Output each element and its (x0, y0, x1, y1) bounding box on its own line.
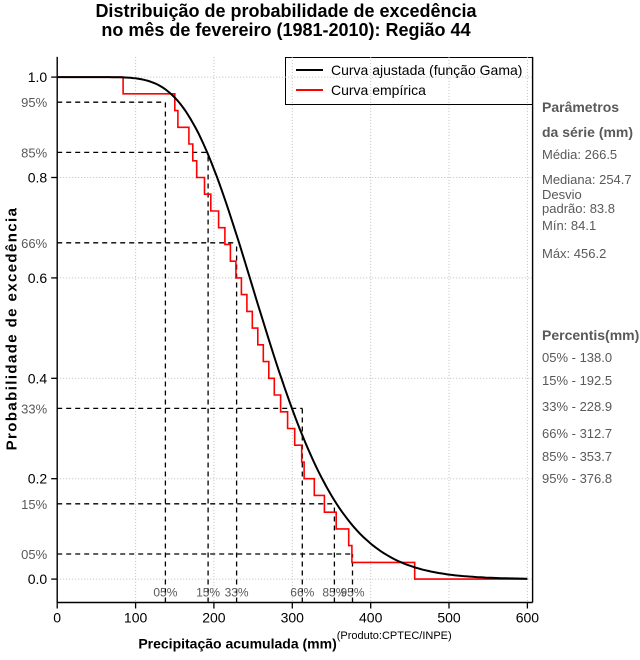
svg-text:33%: 33% (21, 401, 47, 416)
svg-text:200: 200 (202, 610, 226, 626)
svg-text:0.4: 0.4 (28, 370, 48, 386)
svg-text:66%: 66% (21, 236, 47, 251)
svg-text:0.2: 0.2 (28, 471, 48, 487)
svg-text:600: 600 (516, 610, 540, 626)
svg-text:0: 0 (53, 610, 61, 626)
svg-text:15%: 15% (196, 586, 220, 600)
svg-text:400: 400 (359, 610, 383, 626)
svg-text:15%: 15% (21, 497, 47, 512)
svg-text:1.0: 1.0 (28, 69, 48, 85)
svg-text:100: 100 (124, 610, 148, 626)
svg-text:300: 300 (281, 610, 305, 626)
svg-text:33%: 33% (225, 586, 249, 600)
svg-text:05%: 05% (21, 547, 47, 562)
svg-text:66%: 66% (290, 586, 314, 600)
svg-text:0.8: 0.8 (28, 170, 48, 186)
svg-text:85%: 85% (21, 145, 47, 160)
svg-text:95%: 95% (340, 586, 364, 600)
svg-text:05%: 05% (153, 586, 177, 600)
svg-text:0.0: 0.0 (28, 571, 48, 587)
svg-text:95%: 95% (21, 95, 47, 110)
svg-text:500: 500 (437, 610, 461, 626)
svg-text:0.6: 0.6 (28, 270, 48, 286)
